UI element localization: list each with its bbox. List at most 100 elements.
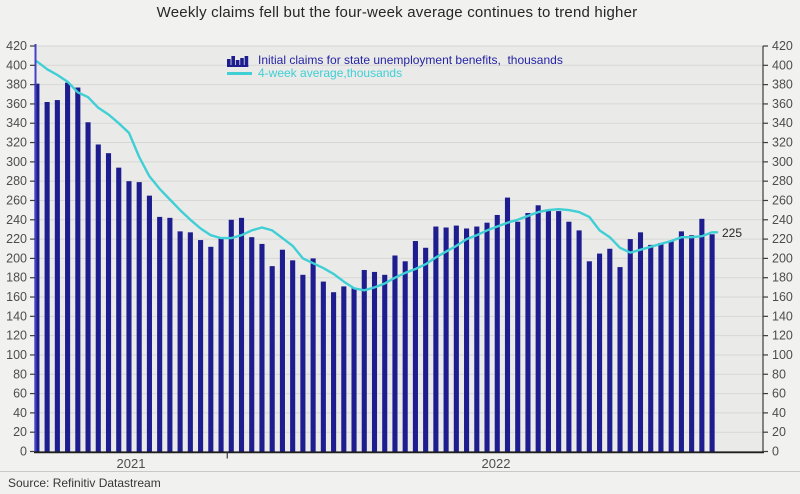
y-tick-label-left: 60: [13, 387, 27, 401]
claims-bar: [453, 225, 459, 452]
y-tick-label-left: 160: [6, 290, 27, 304]
claims-bar: [228, 219, 234, 452]
y-tick-label-left: 420: [6, 39, 27, 53]
legend-item-four-week-average: 4-week average,thousands: [227, 67, 563, 80]
y-tick-label-left: 80: [13, 367, 27, 381]
y-tick-label-left: 280: [6, 174, 27, 188]
y-tick-label-right: 40: [772, 406, 786, 420]
claims-bar: [556, 211, 562, 452]
claims-bar: [177, 231, 183, 452]
y-tick-label-left: 120: [6, 329, 27, 343]
y-tick-label-left: 300: [6, 155, 27, 169]
claims-bar: [668, 241, 674, 452]
claims-bar: [34, 83, 40, 452]
y-tick-label-left: 340: [6, 116, 27, 130]
y-tick-label-right: 80: [772, 367, 786, 381]
y-tick-label-right: 20: [772, 425, 786, 439]
y-tick-label-left: 260: [6, 193, 27, 207]
claims-bar: [157, 216, 163, 452]
legend-label-initial-claims: Initial claims for state unemployment be…: [258, 53, 563, 67]
claims-bar: [658, 242, 664, 452]
y-tick-label-right: 100: [772, 348, 793, 362]
claims-bar: [392, 255, 398, 452]
claims-bar: [474, 226, 480, 452]
y-tick-label-left: 220: [6, 232, 27, 246]
y-tick-label-right: 120: [772, 329, 793, 343]
footer-divider: Source: Refinitiv Datastream: [0, 471, 800, 494]
y-tick-label-right: 420: [772, 39, 793, 53]
claims-bar: [65, 82, 71, 452]
claims-bar: [95, 144, 101, 452]
y-tick-label-left: 240: [6, 213, 27, 227]
claims-bar: [279, 249, 285, 452]
chart-title: Weekly claims fell but the four-week ave…: [156, 4, 638, 21]
claims-bar: [310, 258, 316, 452]
y-tick-label-right: 300: [772, 155, 793, 169]
claims-bar: [433, 226, 439, 452]
y-tick-label-right: 240: [772, 213, 793, 227]
x-axis-year-label-2021: 2021: [116, 456, 146, 471]
y-tick-label-left: 0: [20, 445, 27, 459]
y-tick-label-right: 280: [772, 174, 793, 188]
claims-bar: [689, 235, 695, 452]
y-tick-label-right: 380: [772, 78, 793, 92]
claims-bar: [126, 181, 132, 452]
claims-bar: [382, 274, 388, 452]
claims-bar: [259, 243, 265, 452]
claims-bar: [218, 238, 224, 452]
claims-bar: [208, 246, 214, 452]
legend-label-four-week-average: 4-week average,thousands: [258, 66, 403, 80]
claims-bar: [648, 244, 654, 452]
claims-bar: [484, 222, 490, 452]
claims-bar: [85, 122, 91, 452]
claims-bar: [525, 213, 531, 452]
claims-bar: [290, 260, 296, 452]
y-tick-label-left: 140: [6, 309, 27, 323]
y-tick-label-right: 0: [772, 445, 779, 459]
y-tick-label-left: 40: [13, 406, 27, 420]
claims-bar: [443, 227, 449, 452]
claims-bar: [617, 267, 623, 452]
claims-bar: [402, 261, 408, 452]
y-tick-label-right: 360: [772, 97, 793, 111]
claims-bar: [198, 240, 204, 452]
y-tick-label-left: 200: [6, 251, 27, 265]
legend: Initial claims for state unemployment be…: [227, 54, 563, 80]
claims-bar: [515, 221, 521, 452]
line-legend-swatch: [227, 72, 252, 75]
claims-bar: [136, 182, 142, 452]
y-tick-label-right: 180: [772, 271, 793, 285]
plot-background: [35, 46, 763, 452]
claims-bar: [269, 266, 275, 452]
claims-bar: [637, 232, 644, 452]
claims-bar: [699, 218, 705, 452]
y-tick-label-right: 220: [772, 232, 793, 246]
y-tick-label-right: 400: [772, 58, 793, 72]
claims-bar: [341, 286, 347, 452]
claims-bar: [371, 271, 378, 452]
claims-bar: [167, 217, 173, 452]
claims-bar: [116, 167, 122, 452]
claims-bar: [545, 210, 551, 452]
claims-bar: [75, 87, 81, 452]
claims-bar: [709, 234, 715, 452]
y-tick-label-left: 360: [6, 97, 27, 111]
x-axis-year-label-2022: 2022: [481, 456, 511, 471]
claims-bar: [576, 230, 582, 452]
claims-bar: [423, 247, 429, 452]
claims-bar: [300, 274, 306, 452]
y-tick-label-right: 60: [772, 387, 786, 401]
claims-bar: [504, 197, 511, 452]
four-week-average-line: [35, 60, 719, 292]
y-tick-label-left: 380: [6, 78, 27, 92]
source-note: Source: Refinitiv Datastream: [8, 476, 161, 490]
last-value-annotation: 225: [722, 226, 743, 240]
claims-bar: [238, 217, 245, 452]
claims-bar: [535, 205, 541, 452]
claims-bar: [54, 100, 60, 452]
y-tick-label-left: 20: [13, 425, 27, 439]
claims-bar: [464, 228, 470, 452]
claims-bar: [351, 288, 357, 452]
bars-legend-icon: [227, 55, 252, 67]
